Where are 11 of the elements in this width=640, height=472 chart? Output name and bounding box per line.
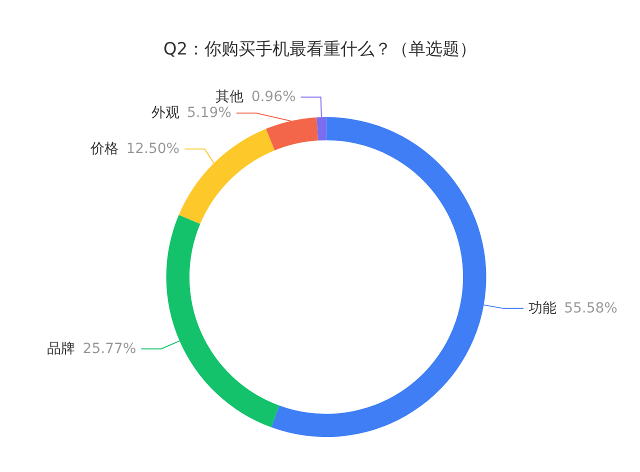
chart-title: Q2：你购买手机最看重什么？（单选题） (163, 40, 477, 60)
slice-label: 外观 (151, 105, 180, 122)
data-label: 25.77% (82, 340, 136, 357)
slice-label: 品牌 (47, 340, 76, 357)
data-label: 12.50% (126, 140, 180, 157)
data-label: 0.96% (251, 89, 296, 106)
slice-label: 价格 (90, 140, 119, 157)
slice-label: 功能 (528, 300, 556, 316)
slice-label: 其他 (216, 89, 244, 106)
data-label: 5.19% (186, 105, 232, 122)
data-label: 55.58% (564, 300, 618, 316)
